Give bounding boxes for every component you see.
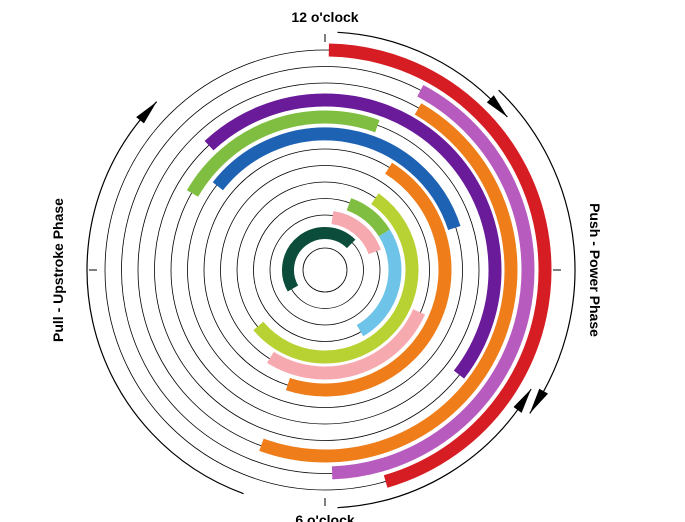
label-pull-phase: Pull - Upstroke Phase <box>50 198 66 342</box>
label-6oclock: 6 o'clock <box>295 512 355 522</box>
pedal-phase-diagram: 12 o'clock 6 o'clock Pull - Upstroke Phase… <box>0 0 685 522</box>
background <box>0 0 685 522</box>
label-push-phase: Push - Power Phase <box>587 203 603 337</box>
label-12oclock: 12 o'clock <box>291 9 358 25</box>
